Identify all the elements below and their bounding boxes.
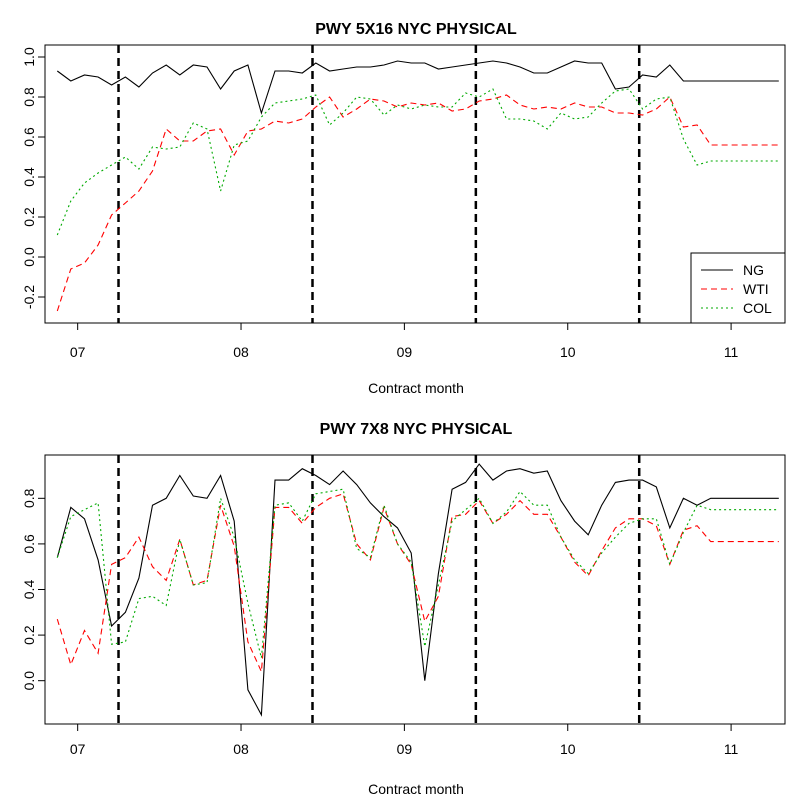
- y-tick-label-bottom: 0.2: [21, 625, 37, 645]
- x-tick-label-top: 10: [560, 344, 576, 360]
- legend-label-wti: WTI: [743, 281, 769, 297]
- legend-label-col: COL: [743, 300, 772, 316]
- plot-area-top: -0.2 0.0 0.2 0.4 0.6 0.8 1.0 07 08 09 10 11: [21, 45, 779, 360]
- y-tick-label-top: 0.2: [21, 207, 37, 227]
- series-line-ng-top: [56, 60, 779, 115]
- x-tick-label-bottom: 09: [397, 741, 413, 757]
- x-tick-label-bottom: 08: [233, 741, 249, 757]
- series-line-ng-bottom: [56, 463, 779, 717]
- x-tick-label-top: 09: [397, 344, 413, 360]
- y-tick-label-bottom: 0.8: [21, 488, 37, 508]
- y-tick-label-top: -0.2: [21, 285, 37, 309]
- series-line-col-bottom: [56, 488, 779, 659]
- chart-top-panel: PWY 5X16 NYC PHYSICAL Contract month -0.…: [21, 21, 786, 396]
- x-axis-label-bottom: Contract month: [368, 781, 464, 797]
- y-tick-label-top: 0.6: [21, 127, 37, 147]
- chart-title-top: PWY 5X16 NYC PHYSICAL: [315, 21, 517, 38]
- series-line-wti-bottom: [56, 493, 779, 674]
- plot-area-bottom: 0.0 0.2 0.4 0.6 0.8 07 08 09 10 11: [21, 455, 779, 757]
- x-axis-label-top: Contract month: [368, 380, 464, 396]
- x-tick-label-top: 08: [233, 344, 249, 360]
- y-tick-label-bottom: 0.6: [21, 534, 37, 554]
- y-tick-label-bottom: 0.0: [21, 671, 37, 691]
- x-tick-label-bottom: 07: [70, 741, 86, 757]
- x-tick-label-bottom: 11: [724, 741, 739, 757]
- y-tick-label-top: 0.0: [21, 247, 37, 267]
- legend-box: [690, 252, 786, 324]
- legend-label-ng: NG: [743, 262, 764, 278]
- chart-title-bottom: PWY 7X8 NYC PHYSICAL: [320, 421, 513, 438]
- y-tick-label-bottom: 0.4: [21, 580, 37, 600]
- x-tick-label-top: 07: [70, 344, 86, 360]
- plot-frame-top: [44, 44, 786, 324]
- series-line-wti-top: [56, 94, 779, 312]
- y-tick-label-top: 0.8: [21, 87, 37, 107]
- chart-bottom-panel: PWY 7X8 NYC PHYSICAL Contract month 0.00…: [21, 421, 786, 797]
- x-tick-label-top: 11: [724, 344, 739, 360]
- y-tick-label-top: 0.4: [21, 167, 37, 187]
- x-tick-label-bottom: 10: [560, 741, 576, 757]
- series-line-col-top: [56, 88, 779, 236]
- y-tick-label-top: 1.0: [21, 47, 37, 67]
- legend: NG WTI COL: [690, 252, 786, 324]
